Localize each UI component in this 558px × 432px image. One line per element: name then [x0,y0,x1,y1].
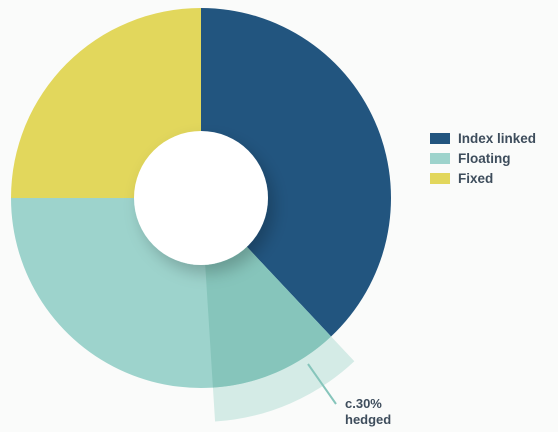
legend-item-fixed: Fixed [430,168,536,188]
legend-swatch-index-linked [430,132,450,144]
annotation-leader-line [307,363,337,405]
legend-swatch-floating [430,152,450,164]
annotation-line-2: hedged [345,412,392,427]
legend-label-index-linked: Index linked [458,130,537,146]
legend-swatch-fixed [430,172,450,184]
legend-label-floating: Floating [458,150,511,166]
legend-item-floating: Floating [430,148,536,168]
legend-label-fixed: Fixed [458,170,494,186]
hedged-annotation: c.30% hedged [345,396,391,428]
slice-fixed [11,8,201,198]
slice-hedged-extension [212,335,355,422]
annotation-line-1: c.30% [345,396,382,411]
legend: Index linked Floating Fixed [430,128,536,188]
legend-item-index-linked: Index linked [430,128,536,148]
donut-hole [134,131,268,265]
slice-index-linked [201,8,391,337]
